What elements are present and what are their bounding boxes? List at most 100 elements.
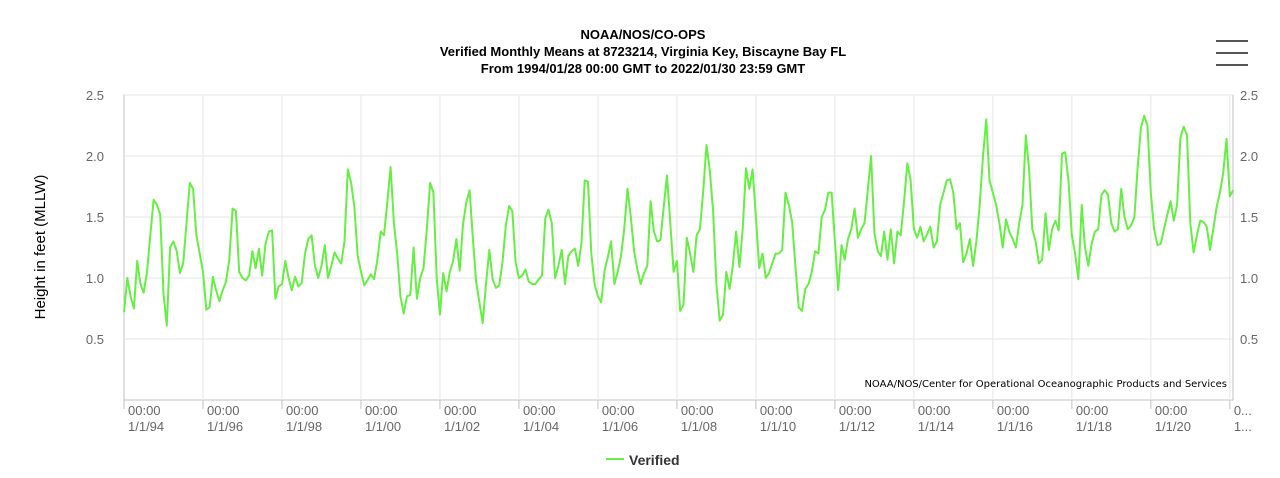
data-point[interactable] — [777, 252, 781, 256]
data-point[interactable] — [431, 191, 435, 195]
data-point[interactable] — [886, 258, 890, 262]
data-point[interactable] — [422, 266, 426, 270]
data-point[interactable] — [678, 309, 682, 313]
data-point[interactable] — [181, 261, 185, 265]
data-point[interactable] — [168, 246, 172, 250]
data-point[interactable] — [672, 270, 676, 274]
data-point[interactable] — [925, 232, 929, 236]
data-point[interactable] — [596, 294, 600, 298]
data-point[interactable] — [668, 221, 672, 225]
data-point[interactable] — [816, 252, 820, 256]
data-point[interactable] — [191, 187, 195, 191]
data-point[interactable] — [1014, 246, 1018, 250]
data-point[interactable] — [767, 271, 771, 275]
data-point[interactable] — [642, 271, 646, 275]
data-point[interactable] — [527, 280, 531, 284]
data-point[interactable] — [260, 274, 264, 278]
data-point[interactable] — [866, 188, 870, 192]
data-point[interactable] — [872, 231, 876, 235]
data-point[interactable] — [1129, 224, 1133, 228]
data-point[interactable] — [876, 249, 880, 253]
data-point[interactable] — [283, 259, 287, 263]
data-point[interactable] — [300, 281, 304, 285]
data-point[interactable] — [461, 222, 465, 226]
data-point[interactable] — [520, 274, 524, 278]
data-point[interactable] — [1053, 219, 1057, 223]
data-point[interactable] — [560, 248, 564, 252]
data-point[interactable] — [978, 203, 982, 207]
data-point[interactable] — [129, 294, 133, 298]
data-point[interactable] — [306, 237, 310, 241]
data-point[interactable] — [1175, 203, 1179, 207]
data-point[interactable] — [688, 252, 692, 256]
data-point[interactable] — [468, 188, 472, 192]
data-point[interactable] — [359, 270, 363, 274]
data-point[interactable] — [747, 187, 751, 191]
data-point[interactable] — [938, 203, 942, 207]
data-point[interactable] — [1139, 126, 1143, 130]
data-point[interactable] — [589, 252, 593, 256]
data-point[interactable] — [566, 254, 570, 258]
data-point[interactable] — [316, 276, 320, 280]
data-point[interactable] — [882, 230, 886, 234]
data-point[interactable] — [280, 282, 284, 286]
data-point[interactable] — [626, 187, 630, 191]
data-point[interactable] — [1225, 137, 1229, 141]
data-point[interactable] — [764, 276, 768, 280]
data-point[interactable] — [961, 260, 965, 264]
data-point[interactable] — [1004, 217, 1008, 221]
data-point[interactable] — [1178, 136, 1182, 140]
data-point[interactable] — [204, 308, 208, 312]
data-point[interactable] — [1047, 248, 1051, 252]
data-point[interactable] — [155, 203, 159, 207]
data-point[interactable] — [757, 266, 761, 270]
data-point[interactable] — [1142, 114, 1146, 118]
data-point[interactable] — [665, 174, 669, 178]
data-point[interactable] — [892, 261, 896, 265]
data-point[interactable] — [379, 230, 383, 234]
data-point[interactable] — [507, 204, 511, 208]
data-point[interactable] — [510, 209, 514, 213]
data-point[interactable] — [619, 254, 623, 258]
data-point[interactable] — [1067, 178, 1071, 182]
data-point[interactable] — [981, 154, 985, 158]
data-point[interactable] — [454, 237, 458, 241]
data-point[interactable] — [840, 243, 844, 247]
data-point[interactable] — [178, 271, 182, 275]
data-point[interactable] — [685, 236, 689, 240]
data-point[interactable] — [731, 264, 735, 268]
data-point[interactable] — [705, 143, 709, 147]
data-point[interactable] — [1093, 230, 1097, 234]
data-point[interactable] — [810, 270, 814, 274]
data-point[interactable] — [165, 324, 169, 328]
data-point[interactable] — [843, 258, 847, 262]
data-point[interactable] — [438, 313, 442, 317]
data-point[interactable] — [658, 238, 662, 242]
data-point[interactable] — [458, 269, 462, 273]
data-point[interactable] — [398, 294, 402, 298]
data-point[interactable] — [287, 276, 291, 280]
data-point[interactable] — [484, 282, 488, 286]
data-point[interactable] — [349, 181, 353, 185]
data-point[interactable] — [737, 265, 741, 269]
data-point[interactable] — [1103, 188, 1107, 192]
data-point[interactable] — [1099, 193, 1103, 197]
data-point[interactable] — [859, 227, 863, 231]
data-point[interactable] — [264, 242, 268, 246]
data-point[interactable] — [1149, 191, 1153, 195]
data-point[interactable] — [965, 252, 969, 256]
data-point[interactable] — [942, 191, 946, 195]
data-point[interactable] — [770, 261, 774, 265]
data-point[interactable] — [1007, 230, 1011, 234]
data-point[interactable] — [441, 271, 445, 275]
data-point[interactable] — [974, 239, 978, 243]
data-point[interactable] — [955, 227, 959, 231]
data-point[interactable] — [247, 274, 251, 278]
data-point[interactable] — [846, 237, 850, 241]
data-point[interactable] — [481, 321, 485, 325]
data-point[interactable] — [682, 303, 686, 307]
data-point[interactable] — [1011, 237, 1015, 241]
data-point[interactable] — [1159, 242, 1163, 246]
data-point[interactable] — [991, 191, 995, 195]
data-point[interactable] — [1106, 193, 1110, 197]
